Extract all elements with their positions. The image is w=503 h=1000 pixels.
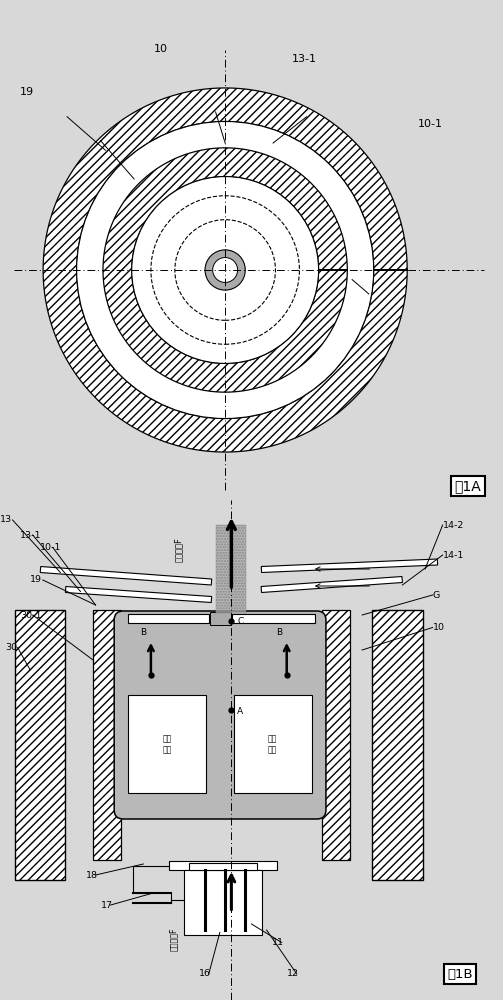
Text: 11: 11 (272, 938, 284, 947)
Bar (210, 612, 231, 625)
Text: C: C (237, 617, 243, 626)
Text: 10: 10 (433, 623, 445, 632)
Text: 16: 16 (199, 970, 211, 978)
Text: 外部磁场F: 外部磁场F (174, 538, 183, 562)
Text: 30-1: 30-1 (20, 610, 42, 619)
Polygon shape (261, 577, 402, 592)
Text: 19: 19 (30, 576, 42, 584)
Bar (15, 610, 65, 880)
Bar (128, 613, 209, 622)
Text: 19: 19 (20, 87, 34, 97)
Bar (216, 525, 246, 612)
Text: 13: 13 (0, 516, 12, 524)
Text: 10-1: 10-1 (40, 543, 61, 552)
Text: 外部
磁场: 外部 磁场 (163, 734, 172, 754)
Text: 14-2: 14-2 (443, 520, 464, 530)
Text: 13-1: 13-1 (292, 54, 317, 64)
Bar (372, 610, 423, 880)
Bar (322, 610, 350, 860)
Bar (184, 870, 262, 935)
Bar (93, 610, 121, 860)
Text: 14-1: 14-1 (443, 550, 464, 560)
Text: 10-1: 10-1 (417, 119, 443, 129)
Circle shape (76, 121, 374, 419)
Text: B: B (140, 628, 146, 637)
Bar (169, 861, 277, 870)
Bar (128, 695, 206, 792)
Text: 17: 17 (101, 900, 113, 910)
Text: 图1B: 图1B (448, 968, 473, 980)
Polygon shape (261, 559, 438, 572)
Polygon shape (40, 567, 212, 585)
Text: 13-1: 13-1 (20, 530, 42, 540)
Text: 18: 18 (86, 870, 98, 880)
Circle shape (132, 177, 318, 363)
Text: 30: 30 (5, 643, 17, 652)
Text: 12: 12 (287, 970, 299, 978)
Polygon shape (43, 88, 407, 452)
Bar (232, 613, 315, 622)
Text: 外部磁场F: 外部磁场F (169, 928, 178, 951)
Text: A: A (237, 706, 243, 716)
Text: 外部
磁场: 外部 磁场 (268, 734, 277, 754)
Polygon shape (65, 587, 212, 602)
Bar (216, 525, 246, 612)
Circle shape (205, 250, 245, 290)
Circle shape (213, 258, 237, 282)
Text: 10: 10 (154, 44, 168, 54)
Polygon shape (103, 148, 347, 392)
Text: B: B (276, 628, 282, 637)
Bar (234, 695, 312, 792)
Text: G: G (433, 590, 440, 599)
Bar (189, 862, 257, 870)
FancyBboxPatch shape (114, 611, 326, 819)
Text: 图1A: 图1A (454, 479, 481, 493)
